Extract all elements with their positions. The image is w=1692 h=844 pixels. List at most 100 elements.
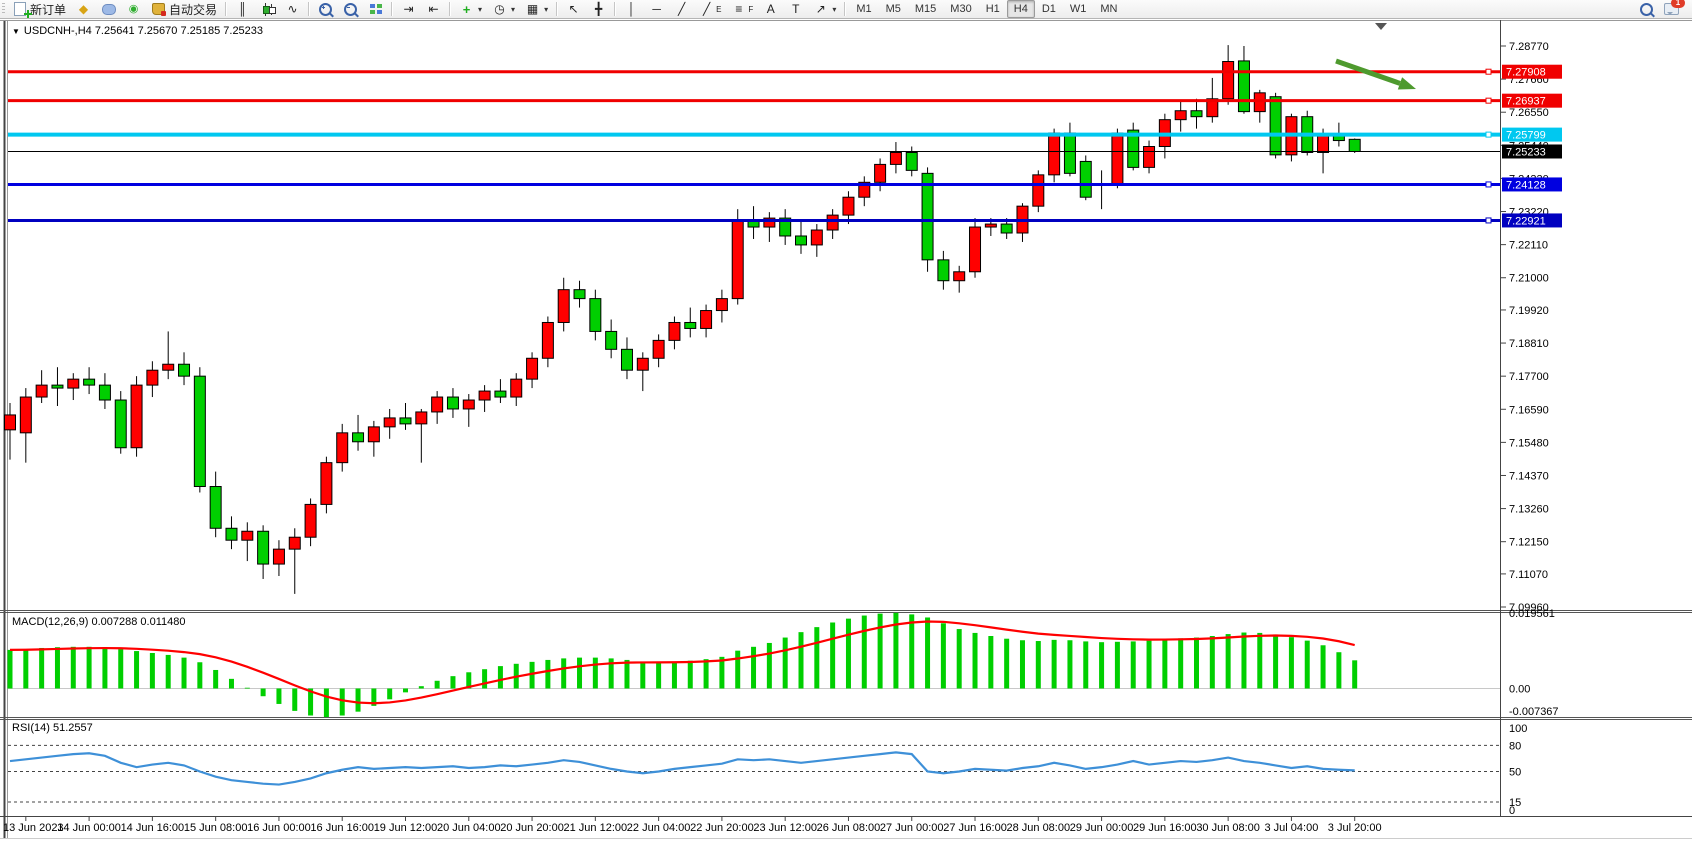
tf-button-H4[interactable]: H4	[1006, 0, 1035, 18]
arrows-tool-dropdown[interactable]: ↗ ▾	[808, 1, 841, 17]
community-icon	[101, 2, 116, 17]
chart-shift-button[interactable]: ⇤	[421, 1, 446, 17]
macd-axis-label: 0.00	[1509, 684, 1530, 696]
candle-down	[589, 298, 602, 332]
macd-bar	[213, 669, 219, 689]
toolbar-separator	[844, 2, 847, 16]
candle-up	[858, 181, 871, 198]
tf-button-M5[interactable]: M5	[885, 3, 901, 15]
time-axis-label: 16 Jun 00:00	[247, 822, 311, 834]
candle-down	[1348, 138, 1361, 152]
metaeditor-button[interactable]: ◆	[71, 1, 96, 17]
tf-button-D1[interactable]: D1	[1041, 3, 1056, 15]
chevron-down-icon: ▾	[478, 4, 483, 14]
zoom-out-button[interactable]	[338, 1, 363, 17]
macd-label: MACD(12,26,9) 0.007288 0.011480	[12, 616, 186, 628]
time-axis-label: 29 Jun 16:00	[1133, 822, 1197, 834]
time-axis-label: 22 Jun 04:00	[627, 822, 691, 834]
horizontal-lines[interactable]	[8, 68, 1500, 224]
label-tool-button[interactable]: T	[783, 1, 808, 17]
channel-tool-button[interactable]: ╱ E	[694, 1, 726, 17]
notifications-button[interactable]: 1	[1659, 0, 1685, 17]
new-order-button[interactable]: 新订单	[7, 1, 71, 18]
macd-bar	[545, 659, 551, 689]
horizontal-line-tool-button[interactable]: ─	[644, 1, 669, 17]
candlestick-chart-button[interactable]	[255, 1, 280, 17]
time-axis-label: 30 Jun 08:00	[1196, 822, 1260, 834]
signals-button[interactable]: ◉	[121, 1, 146, 17]
tile-windows-button[interactable]	[363, 1, 388, 17]
candle-up	[510, 378, 523, 398]
price-badge-label: 7.25233	[1506, 146, 1546, 158]
arrow-head	[1397, 77, 1416, 90]
tf-button-W1[interactable]: W1	[1069, 3, 1087, 15]
tile-windows-icon	[368, 2, 383, 17]
candle-up	[478, 390, 491, 401]
periods-dropdown[interactable]: ◷ ▾	[487, 1, 520, 17]
zoom-in-button[interactable]	[313, 1, 338, 17]
templates-icon: ▦	[526, 2, 539, 16]
candle-up	[288, 536, 301, 550]
text-tool-button[interactable]: A	[758, 1, 783, 17]
search-button[interactable]	[1634, 1, 1659, 17]
tf-button-M30[interactable]: M30	[950, 3, 972, 15]
bar-chart-button[interactable]: ║	[230, 1, 255, 17]
macd-axis-label: -0.007367	[1509, 706, 1559, 718]
rsi-line	[9, 751, 1355, 786]
time-axis-label: 29 Jun 00:00	[1070, 822, 1134, 834]
macd-bar	[149, 652, 155, 689]
auto-scroll-button[interactable]: ⇥	[396, 1, 421, 17]
candle-down	[51, 384, 64, 389]
price-badge-label: 7.25799	[1506, 130, 1546, 142]
price-tick-label: 7.21000	[1509, 273, 1549, 285]
vertical-line-tool-button[interactable]: │	[619, 1, 644, 17]
price-badge-label: 7.26937	[1506, 96, 1546, 108]
macd-bar	[403, 688, 408, 693]
macd-bar	[7, 649, 13, 689]
trendline-tool-button[interactable]: ╱	[669, 1, 694, 17]
chart-menu-icon[interactable]: ▼	[12, 27, 20, 36]
macd-bar	[687, 660, 693, 689]
macd-bar	[355, 688, 361, 712]
autotrading-button[interactable]: 自动交易	[146, 1, 222, 17]
tf-button-H1[interactable]: H1	[985, 3, 1000, 15]
crosshair-tool-button[interactable]: ╋	[586, 1, 611, 17]
toolbar-drag-handle[interactable]	[2, 3, 5, 15]
macd-bar	[1051, 639, 1057, 689]
macd-bar	[861, 615, 867, 689]
candle-up	[1253, 92, 1266, 113]
candle-down	[225, 527, 238, 541]
community-button[interactable]	[96, 1, 121, 17]
candle-up	[636, 357, 649, 371]
candle-down	[178, 363, 191, 377]
indicators-dropdown[interactable]: + ▾	[454, 1, 487, 17]
templates-dropdown[interactable]: ▦ ▾	[520, 1, 553, 17]
time-axis-label: 3 Jul 20:00	[1328, 822, 1382, 834]
tf-button-MN[interactable]: MN	[1100, 3, 1118, 15]
vertical-line-icon: │	[627, 2, 636, 16]
trend-arrow[interactable]	[1335, 58, 1416, 90]
macd-bar	[466, 672, 472, 689]
price-line-badge	[1502, 64, 1562, 79]
notification-badge: 1	[1671, 0, 1685, 8]
macd-bar	[766, 642, 772, 689]
macd-bar	[830, 622, 836, 689]
line-chart-button[interactable]: ∿	[280, 1, 305, 17]
rsi-axis-label: 80	[1509, 740, 1521, 752]
fibonacci-tool-button[interactable]: ≡ F	[726, 1, 758, 17]
candle-up	[1317, 134, 1330, 153]
toolbar-separator	[556, 2, 559, 16]
time-axis-label: 16 Jun 16:00	[310, 822, 374, 834]
tf-button-M15[interactable]: M15	[914, 3, 937, 15]
candle-down	[98, 384, 111, 401]
macd-panel: 0.019561 0.00 -0.007367	[7, 608, 1559, 718]
macd-bar	[260, 688, 266, 697]
time-axis-label: 21 Jun 12:00	[564, 822, 628, 834]
time-axis-label: 28 Jun 08:00	[1006, 822, 1070, 834]
tf-button-M1[interactable]: M1	[856, 3, 872, 15]
cursor-tool-button[interactable]: ↖	[561, 1, 586, 17]
time-axis-label: 20 Jun 04:00	[437, 822, 501, 834]
candle-down	[399, 417, 412, 425]
price-line-badge	[1502, 177, 1562, 192]
